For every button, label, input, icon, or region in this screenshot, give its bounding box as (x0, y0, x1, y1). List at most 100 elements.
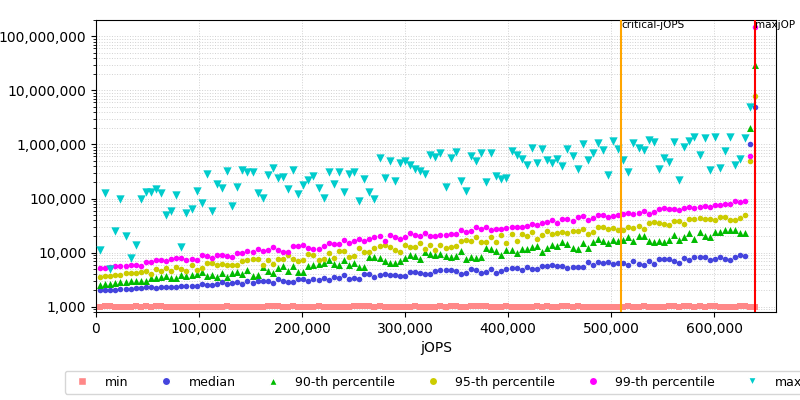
Point (490, 238, 502, 245)
Point (622, 169, 635, 175)
Point (521, 246, 534, 252)
Point (322, 257, 335, 263)
Point (403, 252, 416, 259)
Point (541, 245, 554, 251)
Point (658, 205, 670, 212)
Point (114, 196, 127, 203)
Point (708, 216, 721, 223)
Point (165, 284, 178, 290)
Point (414, 256, 426, 262)
Point (322, 168, 335, 175)
Point (627, 140, 640, 146)
Point (505, 264, 518, 271)
Point (480, 245, 493, 251)
Point (597, 224, 610, 230)
Point (658, 256, 670, 262)
Point (612, 260, 625, 266)
Point (576, 304, 589, 310)
Point (526, 145, 538, 151)
Point (459, 229, 472, 236)
Point (606, 138, 619, 144)
Point (474, 226, 487, 232)
Point (246, 256, 259, 263)
Point (474, 254, 487, 260)
Point (495, 232, 508, 238)
Point (185, 262, 198, 268)
Point (398, 254, 411, 261)
Point (668, 139, 681, 145)
Point (231, 262, 244, 268)
Point (388, 304, 401, 311)
Point (139, 284, 152, 290)
Point (617, 237, 630, 243)
Point (124, 262, 137, 268)
Point (551, 262, 564, 269)
Point (434, 241, 447, 248)
Point (571, 166, 584, 172)
Point (749, 61, 762, 68)
Point (495, 268, 508, 274)
Point (150, 257, 162, 264)
Point (210, 281, 223, 287)
Point (490, 173, 502, 180)
Point (591, 304, 604, 311)
Point (505, 303, 518, 310)
Point (251, 246, 264, 252)
Point (515, 267, 528, 273)
Point (190, 267, 203, 273)
Point (673, 177, 686, 184)
Point (348, 253, 361, 260)
Point (653, 166, 666, 172)
Point (729, 198, 742, 204)
Point (266, 165, 279, 171)
Point (104, 281, 117, 288)
Point (154, 189, 167, 196)
Point (338, 272, 350, 278)
Point (734, 230, 746, 236)
Point (368, 274, 381, 280)
Point (170, 255, 182, 261)
Point (246, 279, 259, 286)
Point (236, 304, 249, 310)
Point (500, 247, 513, 253)
Point (673, 236, 686, 243)
Point (333, 248, 346, 254)
Point (251, 256, 264, 262)
Point (180, 304, 193, 310)
Point (312, 303, 325, 309)
Point (297, 268, 310, 275)
Point (221, 303, 234, 310)
Point (714, 229, 726, 235)
Point (459, 256, 472, 262)
Point (698, 254, 711, 260)
Point (409, 232, 422, 238)
Point (622, 224, 635, 231)
Point (495, 226, 508, 233)
Point (632, 232, 645, 239)
Point (130, 285, 142, 291)
Point (739, 253, 752, 259)
Point (505, 148, 518, 154)
Point (104, 287, 117, 293)
Point (434, 267, 447, 274)
Point (454, 248, 467, 254)
Point (398, 242, 411, 248)
Point (515, 304, 528, 310)
Point (200, 253, 213, 260)
Point (582, 245, 594, 251)
Point (429, 268, 442, 275)
Point (505, 224, 518, 230)
Point (348, 303, 361, 309)
Point (673, 207, 686, 213)
Point (591, 259, 604, 266)
Point (642, 258, 655, 264)
Point (318, 274, 330, 281)
Point (510, 224, 523, 230)
Point (241, 304, 254, 311)
Point (698, 203, 711, 209)
Point (586, 304, 599, 310)
Point (175, 282, 188, 289)
Point (134, 262, 147, 269)
Point (307, 262, 320, 268)
Point (139, 278, 152, 284)
